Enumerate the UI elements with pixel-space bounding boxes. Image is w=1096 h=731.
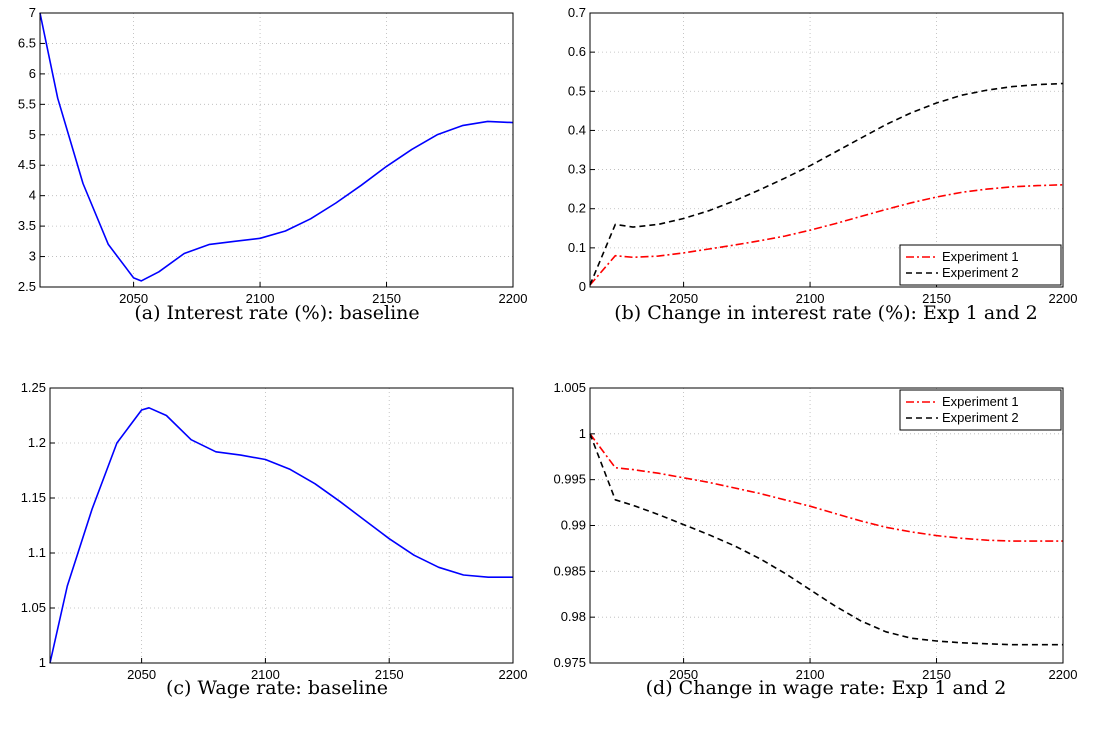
- panel-d: 2050 2100 2150 2200 0.975 0.98 0.985 0.99 0.995 1…: [553, 380, 1077, 699]
- x-tick-label: 2200: [499, 667, 528, 682]
- panel-a: 2050 2100 2150 2200 2.5 3 3.5 4 4.5 5 5.5 6 6.5 7 (a) …: [18, 5, 528, 324]
- x-tick-label: 2150: [922, 291, 951, 306]
- x-tick-label: 2150: [922, 667, 951, 682]
- plot-area-frame: [49, 387, 514, 664]
- y-tick-label: 0.975: [553, 655, 586, 670]
- y-tick-label: 1.1: [28, 545, 46, 560]
- legend-label: Experiment 2: [942, 265, 1019, 280]
- y-tick-label: 5: [29, 127, 36, 142]
- y-tick-label: 7: [29, 5, 36, 20]
- y-tick-label: 6.5: [18, 35, 36, 50]
- series-line-1: [39, 12, 514, 282]
- y-tick-label: 0.7: [568, 5, 586, 20]
- x-tick-label: 2200: [1049, 291, 1078, 306]
- legend-box: [899, 389, 1062, 431]
- x-tick-label: 2050: [669, 667, 698, 682]
- y-tick-label: 0.4: [568, 122, 586, 137]
- y-tick-label: 0.3: [568, 162, 586, 177]
- x-tick-label: 2200: [499, 291, 528, 306]
- panel-caption: (a) Interest rate (%): baseline: [134, 302, 419, 324]
- y-tick-label: 0.995: [553, 472, 586, 487]
- x-tick-label: 2100: [246, 291, 275, 306]
- x-tick-label: 2150: [372, 291, 401, 306]
- y-tick-label: 3: [29, 249, 36, 264]
- y-tick-label: 0.2: [568, 201, 586, 216]
- y-tick-label: 1: [39, 655, 46, 670]
- y-tick-label: 6: [29, 66, 36, 81]
- y-tick-label: 0.985: [553, 563, 586, 578]
- panel-caption: (b) Change in interest rate (%): Exp 1 a…: [614, 302, 1038, 324]
- y-tick-label: 1: [579, 426, 586, 441]
- plot-area-frame: [589, 12, 1064, 288]
- y-tick-label: 0.1: [568, 240, 586, 255]
- panel-caption: (d) Change in wage rate: Exp 1 and 2: [646, 677, 1007, 699]
- x-tick-label: 2050: [127, 667, 156, 682]
- series-line-1: [589, 433, 1063, 542]
- panel-b: 2050 2100 2150 2200 0 0.1 0.2 0.3 0.4 0.5 0.6 0.7 Ex…: [568, 5, 1078, 324]
- series-line-2: [589, 82, 1064, 286]
- y-tick-label: 4.5: [18, 157, 36, 172]
- y-tick-label: 0.6: [568, 44, 586, 59]
- x-tick-label: 2100: [796, 667, 825, 682]
- y-tick-label: 1.005: [553, 380, 586, 395]
- x-tick-label: 2150: [375, 667, 404, 682]
- y-tick-label: 1.2: [28, 435, 46, 450]
- series-line-1: [589, 184, 1064, 286]
- x-tick-label: 2050: [669, 291, 698, 306]
- y-tick-label: 0.5: [568, 83, 586, 98]
- x-tick-label: 2050: [119, 291, 148, 306]
- legend-box: [899, 244, 1062, 286]
- legend-label: Experiment 1: [942, 394, 1019, 409]
- y-tick-label: 1.15: [21, 490, 46, 505]
- panel-c: 2050 2100 2150 2200 1 1.05 1.1 1.15 1.2 1.25 (c) W…: [21, 380, 528, 699]
- y-tick-label: 3.5: [18, 218, 36, 233]
- x-tick-label: 2100: [251, 667, 280, 682]
- x-tick-label: 2200: [1049, 667, 1078, 682]
- y-tick-label: 0.99: [561, 518, 586, 533]
- series-line-1: [49, 406, 513, 664]
- y-tick-label: 5.5: [18, 96, 36, 111]
- legend-label: Experiment 2: [942, 410, 1019, 425]
- y-tick-label: 1.05: [21, 600, 46, 615]
- panel-caption: (c) Wage rate: baseline: [166, 677, 388, 699]
- y-tick-label: 0: [579, 279, 586, 294]
- y-tick-label: 0.98: [561, 609, 586, 624]
- y-tick-label: 4: [29, 188, 36, 203]
- y-tick-label: 2.5: [18, 279, 36, 294]
- x-tick-label: 2100: [796, 291, 825, 306]
- y-tick-label: 1.25: [21, 380, 46, 395]
- plot-area-frame: [39, 12, 514, 288]
- legend-label: Experiment 1: [942, 249, 1019, 264]
- series-line-2: [589, 433, 1063, 646]
